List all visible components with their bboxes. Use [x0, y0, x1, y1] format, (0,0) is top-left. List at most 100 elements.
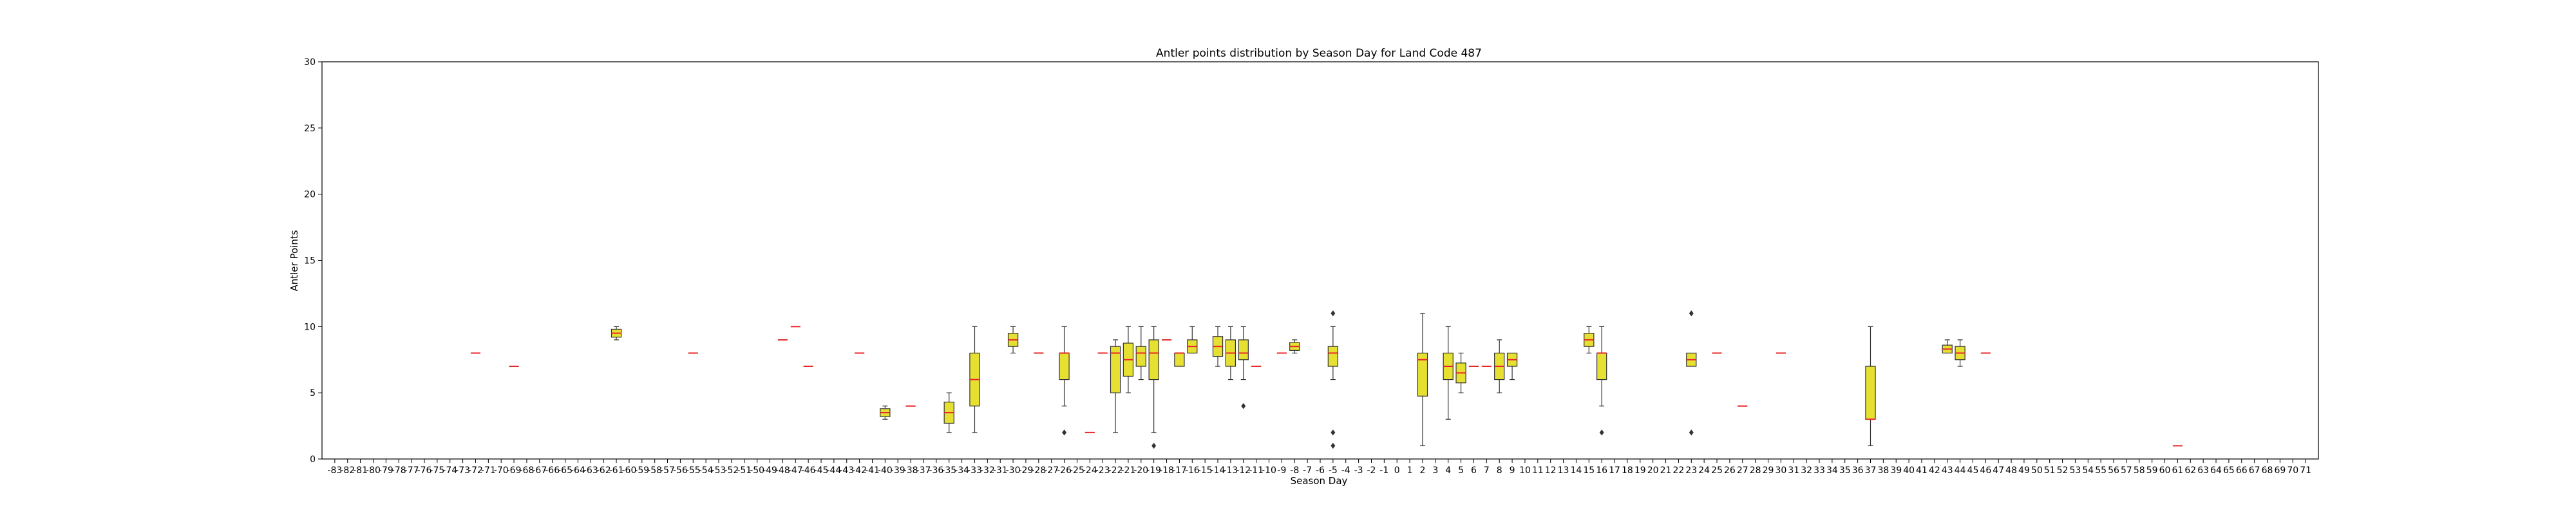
x-tick-label: 48 — [2005, 465, 2017, 476]
x-tick-label: -16 — [1185, 465, 1200, 476]
x-tick-label: -3 — [1354, 465, 1363, 476]
x-tick-label: -68 — [520, 465, 535, 476]
x-tick-label: -28 — [1031, 465, 1046, 476]
x-tick-label: -24 — [1083, 465, 1097, 476]
box-flier — [1331, 310, 1336, 317]
x-tick-label: 44 — [1955, 465, 1966, 476]
x-tick-label: 53 — [2070, 465, 2081, 476]
x-tick-label: 61 — [2172, 465, 2183, 476]
x-tick-label: 12 — [1545, 465, 1557, 476]
x-tick-label: 26 — [1724, 465, 1736, 476]
chart-title: Antler points distribution by Season Day… — [1156, 47, 1482, 60]
x-tick-label: 37 — [1865, 465, 1877, 476]
box-body — [1110, 346, 1121, 393]
x-tick-label: 29 — [1763, 465, 1774, 476]
x-tick-label: 65 — [2223, 465, 2235, 476]
x-tick-label: -63 — [583, 465, 598, 476]
x-tick-label: -61 — [609, 465, 624, 476]
x-tick-label: 32 — [1801, 465, 1812, 476]
x-tick-label: 9 — [1510, 465, 1515, 476]
y-axis-label: Antler Points — [289, 230, 300, 291]
x-tick-label: -44 — [826, 465, 841, 476]
x-tick-label: 52 — [2057, 465, 2069, 476]
x-tick-label: 24 — [1698, 465, 1710, 476]
x-tick-label: -33 — [967, 465, 982, 476]
plot-area: 051015202530-83-82-81-80-79-78-77-76-75-… — [304, 57, 2319, 476]
x-tick-label: 3 — [1432, 465, 1438, 476]
x-tick-label: 50 — [2031, 465, 2043, 476]
x-tick-label: -70 — [494, 465, 509, 476]
x-tick-label: -36 — [929, 465, 943, 476]
y-tick-label: 25 — [304, 124, 316, 134]
x-tick-label: 40 — [1903, 465, 1915, 476]
x-tick-label: 20 — [1647, 465, 1659, 476]
x-tick-label: 57 — [2121, 465, 2132, 476]
x-tick-label: -4 — [1341, 465, 1350, 476]
x-tick-label: -72 — [468, 465, 483, 476]
x-tick-label: 64 — [2210, 465, 2222, 476]
x-tick-label: -54 — [699, 465, 714, 476]
x-tick-label: 59 — [2146, 465, 2158, 476]
box-body — [1059, 352, 1070, 380]
x-tick-label: 27 — [1737, 465, 1748, 476]
x-tick-label: -23 — [1095, 465, 1110, 476]
x-tick-label: 69 — [2274, 465, 2286, 476]
plot-frame — [321, 61, 2319, 460]
x-tick-label: 60 — [2159, 465, 2171, 476]
x-tick-label: 41 — [1916, 465, 1927, 476]
x-tick-label: 4 — [1445, 465, 1451, 476]
x-tick-label: 15 — [1583, 465, 1595, 476]
x-tick-label: -22 — [1108, 465, 1123, 476]
box-body — [1135, 346, 1146, 367]
x-tick-label: -76 — [417, 465, 432, 476]
x-tick-label: 34 — [1826, 465, 1838, 476]
x-tick-label: 28 — [1750, 465, 1761, 476]
x-tick-label: 8 — [1497, 465, 1502, 476]
box-body — [1174, 352, 1185, 367]
x-tick-label: 25 — [1711, 465, 1723, 476]
x-tick-label: -50 — [750, 465, 764, 476]
x-tick-label: -31 — [993, 465, 1008, 476]
y-tick-label: 30 — [304, 57, 316, 68]
x-tick-label: 19 — [1634, 465, 1646, 476]
x-tick-label: 18 — [1622, 465, 1633, 476]
x-tick-label: 23 — [1685, 465, 1697, 476]
x-tick-label: -51 — [737, 465, 752, 476]
box-body — [1865, 366, 1876, 420]
x-tick-label: 35 — [1839, 465, 1851, 476]
x-tick-label: -6 — [1316, 465, 1325, 476]
x-tick-label: 6 — [1471, 465, 1477, 476]
x-tick-label: -20 — [1133, 465, 1148, 476]
x-tick-label: 33 — [1814, 465, 1825, 476]
x-tick-label: 7 — [1484, 465, 1490, 476]
x-tick-label: -52 — [724, 465, 739, 476]
x-tick-label: -67 — [532, 465, 547, 476]
x-tick-label: -9 — [1277, 465, 1286, 476]
x-tick-label: 49 — [2018, 465, 2030, 476]
x-tick-label: -43 — [839, 465, 854, 476]
x-tick-label: -29 — [1019, 465, 1034, 476]
x-tick-label: -41 — [865, 465, 880, 476]
x-tick-label: -32 — [980, 465, 995, 476]
x-tick-label: -59 — [634, 465, 649, 476]
x-tick-label: 21 — [1660, 465, 1672, 476]
x-tick-label: 2 — [1420, 465, 1426, 476]
y-tick-label: 10 — [304, 322, 316, 332]
x-tick-label: -1 — [1379, 465, 1388, 476]
box-body — [1327, 346, 1339, 367]
x-tick-label: -13 — [1223, 465, 1238, 476]
x-tick-label: -55 — [686, 465, 701, 476]
x-tick-label: -8 — [1290, 465, 1299, 476]
box-body — [1596, 352, 1607, 380]
x-tick-label: -49 — [762, 465, 777, 476]
x-tick-label: 16 — [1596, 465, 1607, 476]
x-tick-label: -14 — [1211, 465, 1226, 476]
x-tick-label: -7 — [1303, 465, 1312, 476]
x-tick-label: -15 — [1198, 465, 1213, 476]
x-tick-label: -17 — [1172, 465, 1187, 476]
x-tick-label: -78 — [392, 465, 406, 476]
x-tick-label: -79 — [379, 465, 393, 476]
x-tick-label: 38 — [1877, 465, 1889, 476]
x-tick-label: 5 — [1458, 465, 1464, 476]
